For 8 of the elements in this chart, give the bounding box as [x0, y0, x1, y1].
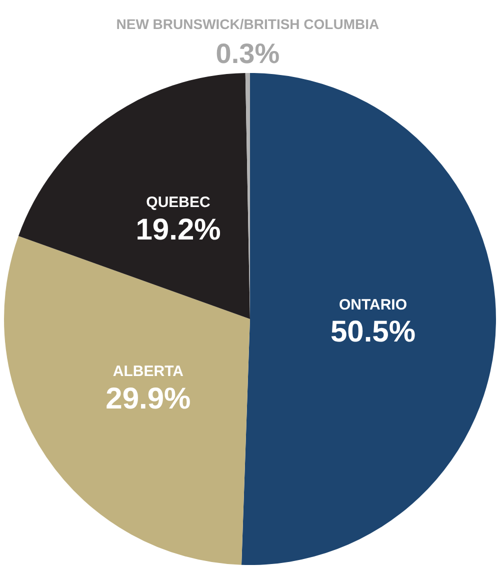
data-label: 19.2%: [136, 213, 221, 246]
slice-label: QUEBEC: [146, 194, 211, 212]
slice-label: NEW BRUNSWICK/BRITISH COLUMBIA: [116, 16, 380, 32]
data-label: 50.5%: [330, 315, 416, 348]
data-label: 29.9%: [106, 382, 191, 416]
slice-label: ONTARIO: [338, 296, 408, 314]
slice-label: ALBERTA: [112, 363, 184, 380]
data-label: 0.3%: [216, 38, 280, 70]
